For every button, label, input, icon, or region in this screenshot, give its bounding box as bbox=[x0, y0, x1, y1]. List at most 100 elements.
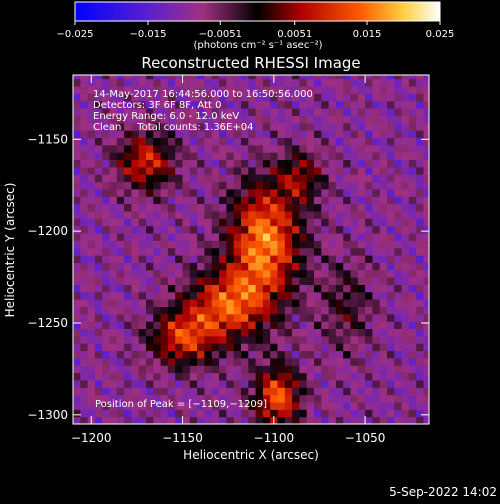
heatmap-cell bbox=[423, 218, 429, 227]
heatmap-cell bbox=[270, 181, 279, 190]
heatmap-cell bbox=[233, 284, 242, 293]
heatmap-cell bbox=[146, 93, 154, 102]
heatmap-cell bbox=[226, 328, 235, 337]
heatmap-cell bbox=[116, 240, 125, 249]
heatmap-cell bbox=[146, 416, 154, 424]
heatmap-cell bbox=[80, 181, 89, 190]
heatmap-cell bbox=[408, 75, 417, 80]
heatmap-cell bbox=[241, 284, 249, 293]
heatmap-plot-area bbox=[73, 75, 429, 424]
heatmap-cell bbox=[102, 262, 111, 271]
heatmap-cell bbox=[343, 394, 352, 403]
heatmap-cell bbox=[350, 343, 359, 352]
heatmap-cell bbox=[423, 328, 429, 337]
heatmap-cell bbox=[372, 218, 381, 227]
heatmap-cell bbox=[233, 78, 242, 87]
heatmap-cell bbox=[299, 343, 308, 352]
heatmap-cell bbox=[255, 130, 264, 138]
heatmap-cell bbox=[277, 196, 286, 205]
heatmap-cell bbox=[189, 262, 198, 271]
heatmap-cell bbox=[94, 196, 103, 205]
heatmap-cell bbox=[423, 306, 429, 315]
heatmap-cell bbox=[219, 203, 227, 212]
heatmap-cell bbox=[299, 379, 308, 388]
heatmap-cell bbox=[365, 75, 373, 80]
heatmap-cell bbox=[262, 78, 271, 87]
heatmap-cell bbox=[211, 108, 220, 116]
heatmap-cell bbox=[182, 255, 191, 263]
heatmap-cell bbox=[175, 269, 184, 278]
heatmap-cell bbox=[248, 313, 257, 322]
heatmap-cell bbox=[160, 181, 169, 190]
heatmap-cell bbox=[160, 409, 169, 418]
heatmap-cell bbox=[153, 313, 162, 322]
heatmap-cell bbox=[365, 306, 373, 315]
heatmap-cell bbox=[175, 218, 184, 227]
heatmap-cell bbox=[153, 78, 162, 87]
heatmap-cell bbox=[379, 328, 388, 337]
colorbar-tick-label: −0.025 bbox=[56, 29, 93, 40]
heatmap-cell bbox=[175, 402, 184, 410]
heatmap-cell bbox=[292, 93, 300, 102]
heatmap-cell bbox=[116, 328, 125, 337]
heatmap-cell bbox=[328, 78, 337, 87]
heatmap-cell bbox=[357, 130, 366, 138]
heatmap-cell bbox=[233, 108, 242, 116]
heatmap-cell bbox=[277, 394, 286, 403]
heatmap-cell bbox=[314, 321, 322, 329]
heatmap-cell bbox=[102, 225, 111, 234]
heatmap-cell bbox=[401, 75, 410, 80]
heatmap-cell bbox=[379, 394, 388, 403]
annotation-time-range: 14-May-2017 16:44:56.000 to 16:50:56.000 bbox=[93, 89, 313, 100]
heatmap-cell bbox=[160, 75, 169, 80]
heatmap-cell bbox=[284, 78, 293, 87]
heatmap-cell bbox=[328, 365, 337, 374]
heatmap-cell bbox=[277, 277, 286, 285]
heatmap-cell bbox=[401, 394, 410, 403]
heatmap-cell bbox=[94, 115, 103, 124]
heatmap-cell bbox=[365, 218, 373, 227]
heatmap-cell bbox=[241, 75, 249, 80]
heatmap-cell bbox=[292, 100, 300, 109]
heatmap-cell bbox=[394, 365, 403, 374]
heatmap-cell bbox=[94, 75, 103, 80]
heatmap-cell bbox=[226, 387, 235, 396]
heatmap-cell bbox=[372, 130, 381, 138]
heatmap-cell bbox=[365, 335, 373, 344]
heatmap-cell bbox=[328, 379, 337, 388]
heatmap-cell bbox=[343, 196, 352, 205]
heatmap-cell bbox=[423, 75, 429, 80]
heatmap-cell bbox=[204, 159, 213, 168]
heatmap-cell bbox=[387, 350, 395, 359]
heatmap-cell bbox=[350, 181, 359, 190]
heatmap-cell bbox=[284, 299, 293, 307]
heatmap-cell bbox=[292, 291, 300, 300]
heatmap-cell bbox=[131, 100, 140, 109]
heatmap-cell bbox=[321, 174, 330, 183]
heatmap-cell bbox=[328, 144, 337, 153]
heatmap-cell bbox=[365, 152, 373, 160]
heatmap-cell bbox=[394, 196, 403, 205]
heatmap-cell bbox=[116, 233, 125, 241]
heatmap-cell bbox=[255, 122, 264, 131]
heatmap-cell bbox=[365, 321, 373, 329]
heatmap-cell bbox=[394, 188, 403, 197]
heatmap-cell bbox=[423, 152, 429, 160]
heatmap-cell bbox=[167, 75, 176, 80]
heatmap-cell bbox=[233, 277, 242, 285]
heatmap-cell bbox=[394, 144, 403, 153]
heatmap-cell bbox=[94, 409, 103, 418]
heatmap-cell bbox=[379, 122, 388, 131]
heatmap-cell bbox=[423, 78, 429, 87]
heatmap-cell bbox=[73, 166, 81, 175]
heatmap-cell bbox=[277, 137, 286, 146]
heatmap-cell bbox=[270, 196, 279, 205]
heatmap-cell bbox=[87, 321, 96, 329]
heatmap-cell bbox=[255, 137, 264, 146]
heatmap-cell bbox=[379, 196, 388, 205]
heatmap-cell bbox=[321, 409, 330, 418]
heatmap-cell bbox=[167, 350, 176, 359]
heatmap-cell bbox=[401, 247, 410, 256]
heatmap-cell bbox=[350, 130, 359, 138]
heatmap-cell bbox=[394, 130, 403, 138]
